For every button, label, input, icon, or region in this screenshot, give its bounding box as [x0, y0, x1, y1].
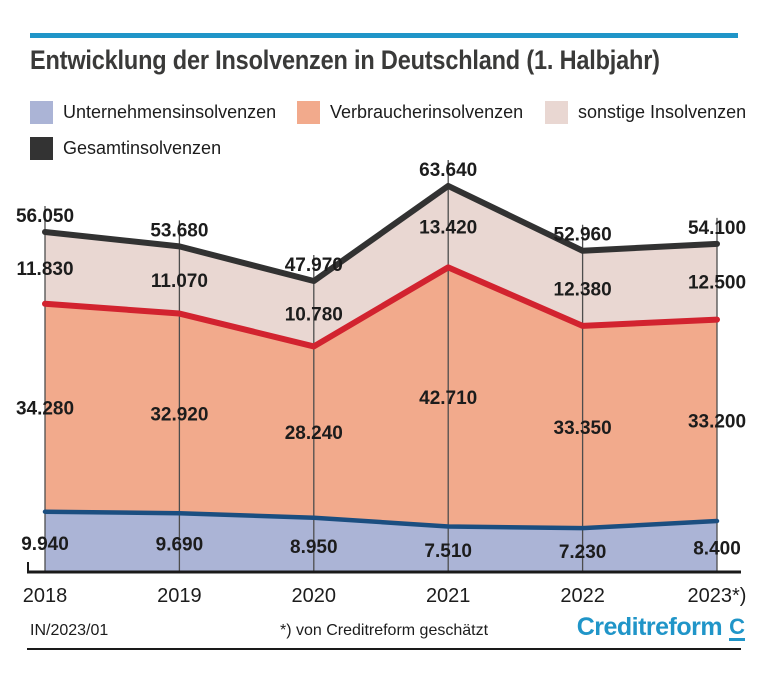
area-verbraucherinsolvenzen	[45, 267, 717, 529]
legend-label: Gesamtinsolvenzen	[63, 138, 222, 158]
header-accent-rule	[30, 33, 738, 38]
total-value-label: 53.680	[150, 220, 208, 241]
legend-item-sonstige-insolvenzen: sonstige Insolvenzen	[545, 101, 746, 124]
verbraucher-value-label: 33.200	[688, 411, 746, 432]
unternehmen-value-label: 9.690	[156, 535, 204, 556]
total-value-label: 63.640	[419, 160, 477, 181]
unternehmen-value-label: 7.510	[424, 541, 472, 562]
x-axis-label: 2022	[560, 585, 605, 607]
x-axis-label: 2023*)	[688, 585, 747, 607]
x-axis-label: 2021	[426, 585, 471, 607]
legend-swatch-unternehmensinsolvenzen	[30, 101, 53, 124]
sonstige-value-label: 13.420	[419, 218, 477, 239]
sonstige-value-label: 12.380	[554, 279, 612, 300]
total-value-label: 56.050	[16, 206, 74, 227]
unternehmen-value-label: 9.940	[21, 534, 69, 555]
legend-label: sonstige Insolvenzen	[578, 102, 747, 122]
verbraucher-value-label: 34.280	[16, 399, 74, 420]
legend-item-gesamtinsolvenzen: Gesamtinsolvenzen	[30, 137, 221, 160]
legend-swatch-verbraucherinsolvenzen	[297, 101, 320, 124]
footnote-text: *) von Creditreform geschätzt	[279, 622, 489, 639]
page-title: Entwicklung der Insolvenzen in Deutschla…	[30, 45, 660, 75]
verbraucher-value-label: 32.920	[150, 404, 208, 425]
area-unternehmensinsolvenzen	[45, 511, 717, 572]
legend-label: Unternehmensinsolvenzen	[63, 102, 277, 122]
line-gesamtinsolvenzen	[42, 182, 720, 285]
total-value-label: 47.970	[285, 255, 343, 276]
x-axis-label: 2020	[292, 585, 337, 607]
verbraucher-value-label: 28.240	[285, 423, 343, 444]
verbraucher-value-label: 42.710	[419, 388, 477, 409]
total-value-label: 54.100	[688, 218, 746, 239]
legend-item-verbraucherinsolvenzen: Verbraucherinsolvenzen	[297, 101, 523, 124]
legend-swatch-gesamtinsolvenzen	[30, 137, 53, 160]
line-unternehmen-boundary	[42, 509, 720, 531]
sonstige-value-label: 10.780	[285, 305, 343, 326]
unternehmen-value-label: 8.950	[290, 537, 338, 558]
x-axis-label: 2018	[23, 585, 68, 607]
unternehmen-value-label: 7.230	[559, 542, 607, 563]
x-axis-label: 2019	[157, 585, 202, 607]
creditreform-c-icon: C	[729, 614, 745, 641]
total-value-label: 52.960	[554, 225, 612, 246]
sonstige-value-label: 12.500	[688, 273, 746, 294]
sonstige-value-label: 11.830	[16, 259, 73, 280]
footer-rule	[27, 648, 741, 650]
verbraucher-value-label: 33.350	[554, 418, 612, 439]
legend-label: Verbraucherinsolvenzen	[330, 102, 524, 122]
creditreform-wordmark: Creditreform	[576, 613, 723, 641]
line-verbraucher-boundary	[42, 264, 720, 350]
creditreform-logo: Creditreform C	[577, 615, 745, 641]
source-id-label: IN/2023/01	[30, 622, 109, 639]
sonstige-value-label: 11.070	[151, 271, 208, 292]
legend-swatch-sonstige-insolvenzen	[545, 101, 568, 124]
unternehmen-value-label: 8.400	[693, 539, 741, 560]
area-sonstige-insolvenzen	[45, 185, 717, 347]
legend-item-unternehmensinsolvenzen: Unternehmensinsolvenzen	[30, 101, 276, 124]
